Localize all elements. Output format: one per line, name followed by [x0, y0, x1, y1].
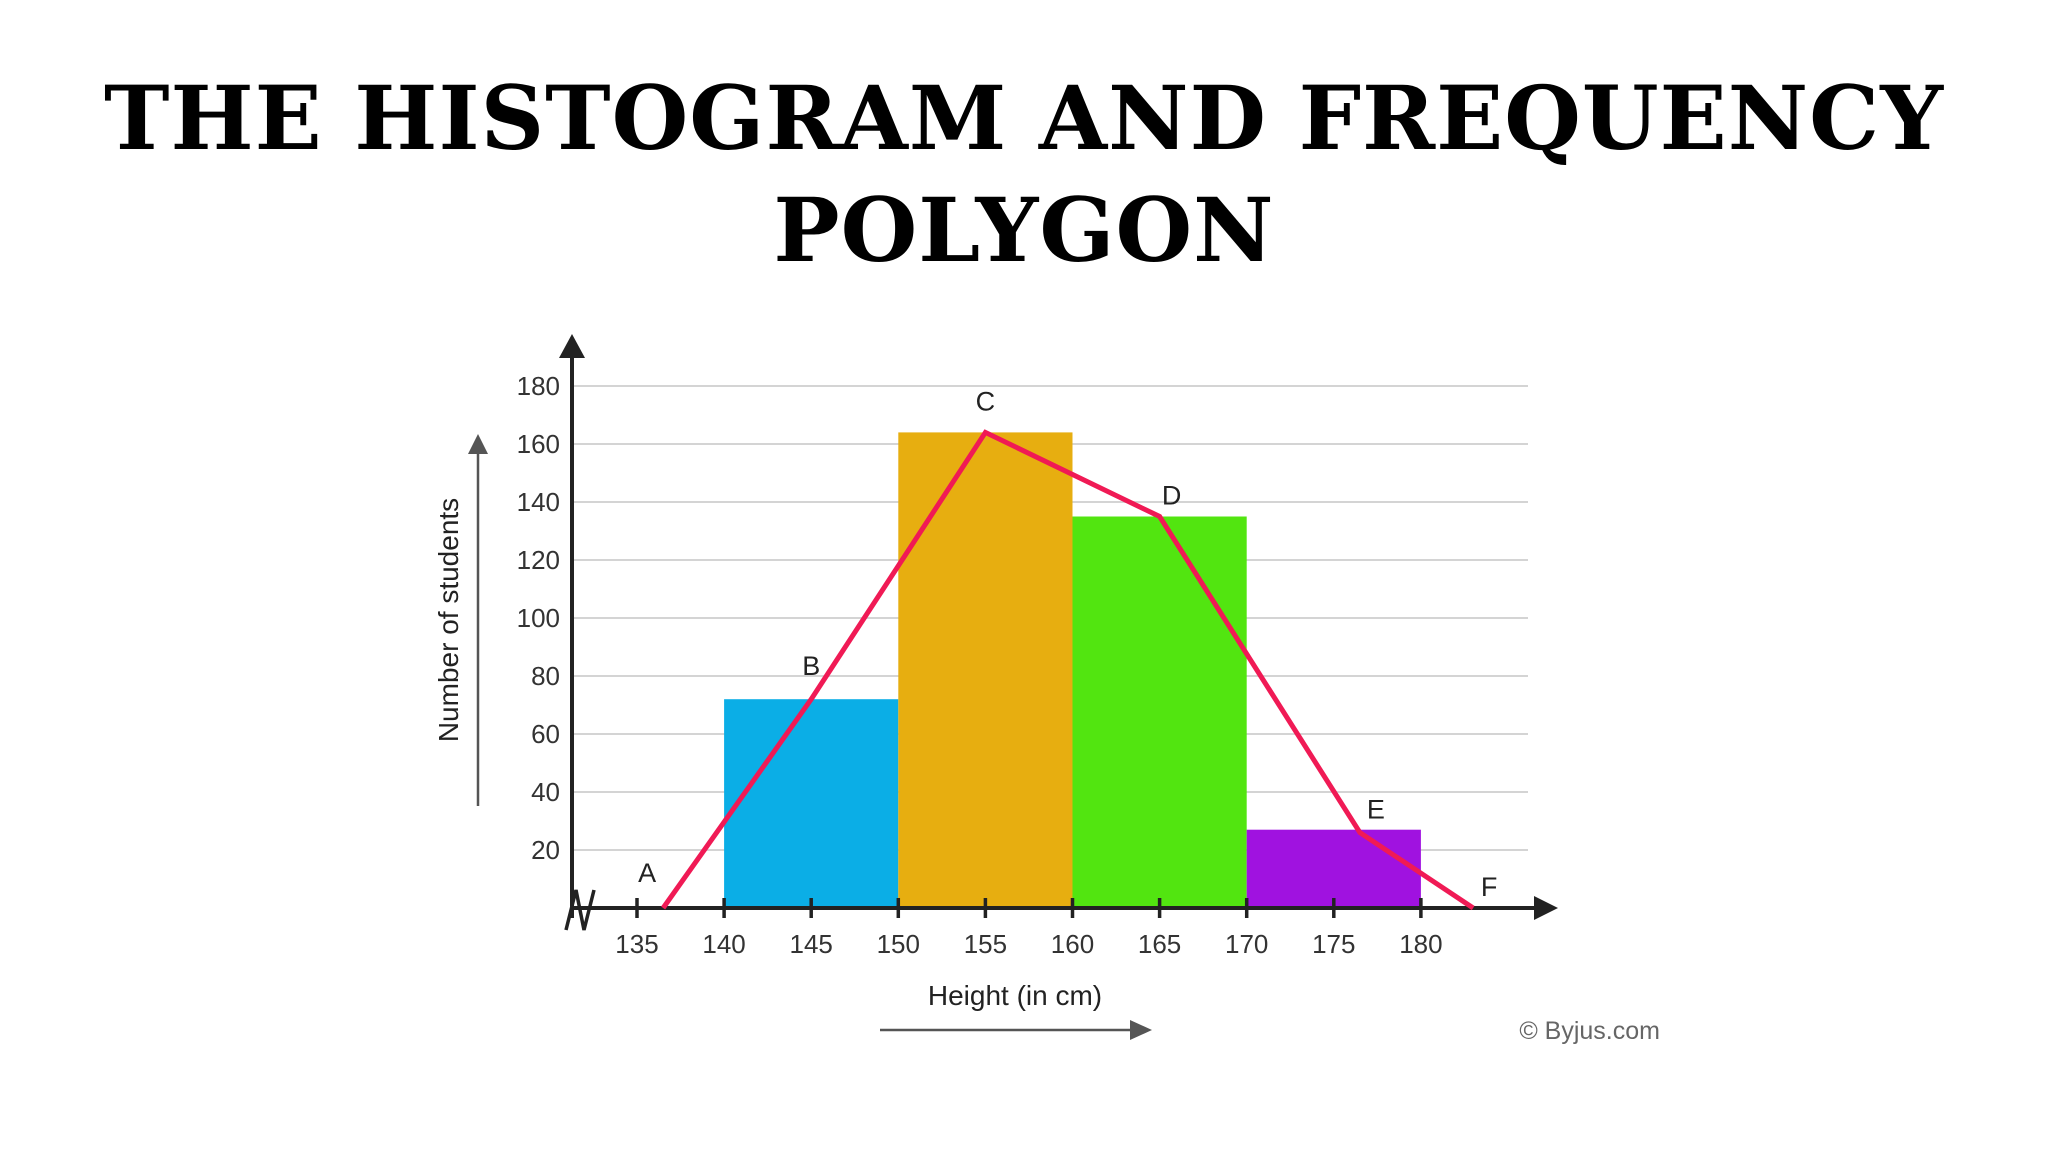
- histogram-bar-150-160: [898, 432, 1073, 908]
- point-label-C: C: [976, 386, 996, 416]
- y-tick-label-20: 20: [531, 835, 560, 865]
- axes: [559, 334, 1558, 931]
- point-label-A: A: [638, 858, 656, 888]
- y-tick-label-140: 140: [517, 487, 560, 517]
- x-tick-label-135: 135: [615, 929, 658, 959]
- x-ticks: 135 140 145 150 155 160 165 170 175 180: [615, 898, 1443, 959]
- y-tick-label-180: 180: [517, 371, 560, 401]
- x-tick-label-150: 150: [877, 929, 920, 959]
- point-label-E: E: [1367, 795, 1385, 825]
- y-ticks: 20 40 60 80 100 120 140 160 180: [517, 371, 560, 865]
- point-label-F: F: [1481, 872, 1498, 902]
- frequency-polygon: [661, 429, 1475, 911]
- x-tick-label-165: 165: [1138, 929, 1181, 959]
- x-tick-label-160: 160: [1051, 929, 1094, 959]
- y-tick-label-40: 40: [531, 777, 560, 807]
- x-axis-title: Height (in cm): [928, 980, 1102, 1011]
- y-axis-title: Number of students: [433, 498, 464, 742]
- y-tick-label-80: 80: [531, 661, 560, 691]
- y-axis-title-arrow-head: [468, 434, 488, 454]
- y-tick-label-120: 120: [517, 545, 560, 575]
- credit-text: © Byjus.com: [1519, 1017, 1660, 1045]
- x-tick-label-155: 155: [964, 929, 1007, 959]
- histogram-bar-140-150: [724, 699, 899, 908]
- chart-title: THE HISTOGRAM AND FREQUENCY POLYGON: [103, 66, 1945, 282]
- histogram-bars: [724, 432, 1421, 908]
- frequency-polygon-line: [661, 429, 1475, 911]
- point-label-B: B: [802, 651, 820, 681]
- histogram-bar-160-170: [1072, 516, 1247, 908]
- x-tick-label-140: 140: [702, 929, 745, 959]
- y-axis-arrow: [559, 334, 585, 358]
- y-tick-label-100: 100: [517, 603, 560, 633]
- x-tick-label-170: 170: [1225, 929, 1268, 959]
- x-axis-arrow: [1534, 896, 1558, 920]
- point-label-D: D: [1162, 481, 1182, 511]
- x-axis-title-arrow-head: [1130, 1020, 1152, 1040]
- x-tick-label-145: 145: [790, 929, 833, 959]
- x-tick-label-175: 175: [1312, 929, 1355, 959]
- y-tick-label-60: 60: [531, 719, 560, 749]
- axis-break-icon: [564, 889, 596, 931]
- y-tick-label-160: 160: [517, 429, 560, 459]
- polygon-point-labels: A B C D E F: [638, 386, 1497, 902]
- histogram-bar-170-180: [1246, 829, 1421, 908]
- x-tick-label-180: 180: [1399, 929, 1442, 959]
